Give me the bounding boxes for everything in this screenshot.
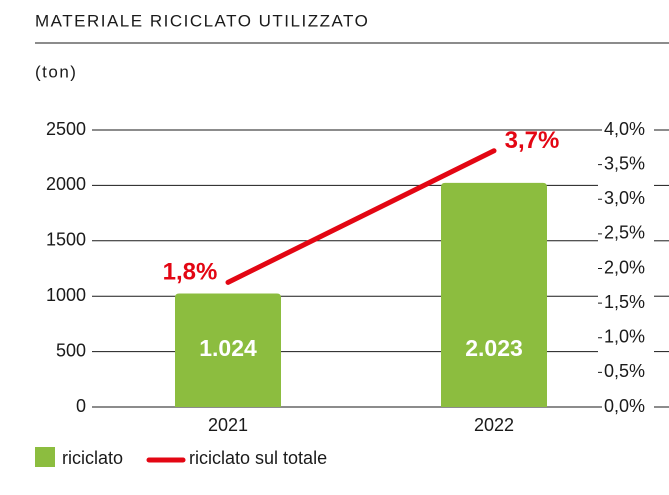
line-value-label: 3,7% [505, 127, 560, 154]
y2-tick-label: 4,0% [604, 119, 645, 139]
y2-tick-label: 0,0% [604, 396, 645, 416]
line-value-label: 1,8% [163, 259, 218, 286]
y2-tick-label: 1,0% [604, 327, 645, 347]
bar-value-label: 2.023 [465, 335, 523, 361]
bar [441, 182, 547, 407]
line [225, 148, 497, 285]
y-tick-label: 1500 [46, 230, 86, 250]
y-axis-label: (ton) [35, 62, 77, 81]
x-tick-label: 2022 [474, 415, 514, 435]
y2-tick-label: 0,5% [604, 361, 645, 381]
y-tick-label: 1000 [46, 285, 86, 305]
chart-title: MATERIALE RICICLATO UTILIZZATO [35, 11, 369, 30]
y2-tick-label: 3,5% [604, 153, 645, 173]
y-tick-label: 2500 [46, 119, 86, 139]
legend-label: riciclato [62, 448, 123, 468]
y-tick-label: 0 [76, 396, 86, 416]
y2-tick-label: 1,5% [604, 292, 645, 312]
y-tick-label: 500 [56, 340, 86, 360]
x-tick-label: 2021 [208, 415, 248, 435]
y2-tick-label: 3,0% [604, 188, 645, 208]
bar-value-label: 1.024 [199, 335, 257, 361]
legend-label: riciclato sul totale [189, 448, 327, 468]
y2-tick-label: 2,5% [604, 223, 645, 243]
bar [175, 293, 281, 407]
legend-swatch [35, 447, 55, 467]
y2-tick-label: 2,0% [604, 257, 645, 277]
y-tick-label: 2000 [46, 174, 86, 194]
